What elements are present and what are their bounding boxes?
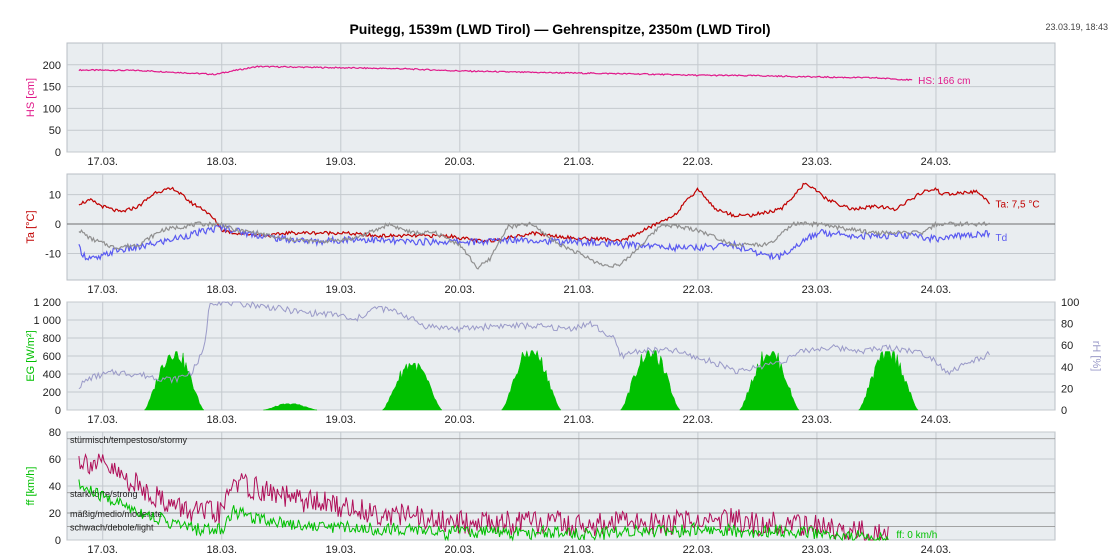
y-axis-label: Ta [°C] [25, 210, 37, 243]
x-tick-label: 24.03. [921, 544, 952, 556]
eg-day-area [263, 403, 318, 411]
rh-line [78, 301, 990, 390]
x-tick-label: 20.03. [445, 284, 476, 296]
wind-band-label: schwach/debole/light [70, 523, 154, 533]
x-tick-label: 19.03. [325, 156, 356, 168]
x-tick-label: 23.03. [802, 156, 833, 168]
x-tick-label: 18.03. [206, 284, 237, 296]
eg-day-area [381, 362, 443, 411]
timestamp: 23.03.19, 18:43 [1045, 22, 1108, 32]
y2-tick-label: 100 [1061, 297, 1079, 309]
gust-line [78, 452, 889, 541]
y2-tick-label: 40 [1061, 362, 1073, 374]
wind-band-label: stürmisch/tempestoso/stormy [70, 435, 188, 445]
td-end-label: Td [996, 233, 1008, 244]
y-axis-label: ff [km/h] [25, 467, 37, 506]
y-tick-label: 40 [49, 481, 61, 493]
y2-tick-label: 20 [1061, 383, 1073, 395]
wind-band-label: stark/forte/strong [70, 489, 138, 499]
eg-day-area [857, 351, 919, 411]
ff-end-label: ff: 0 km/h [896, 530, 937, 541]
y-axis-label: EG [W/m²] [25, 330, 37, 381]
y2-tick-label: 60 [1061, 340, 1073, 352]
panel-background [66, 42, 1056, 153]
y-tick-label: 20 [49, 508, 61, 520]
wind-band-label: mäßig/medio/moderate [70, 509, 163, 519]
chart-panels: 17.03. 18.03. 19.03. 20.03. 21.03. 22.03. 23.0… [25, 42, 1102, 556]
x-tick-label: 22.03. [683, 544, 714, 556]
panel-2: 17.03. 18.03. 19.03. 20.03. 21.03. 22.03. 23.0… [25, 173, 1056, 296]
x-tick-label: 22.03. [683, 284, 714, 296]
y-tick-label: 1 200 [33, 297, 61, 309]
eg-day-area [739, 351, 800, 411]
x-tick-label: 17.03. [87, 284, 118, 296]
y-tick-label: 100 [43, 103, 61, 115]
x-tick-label: 18.03. [206, 544, 237, 556]
x-tick-label: 18.03. [206, 414, 237, 426]
x-tick-label: 19.03. [325, 414, 356, 426]
td-line [78, 223, 991, 261]
panel-4: 17.03. 18.03. 19.03. 20.03. 21.03. 22.03. 23.0… [25, 427, 1056, 556]
ta-end-label: Ta: 7,5 °C [996, 199, 1040, 210]
y-tick-label: 60 [49, 454, 61, 466]
chart-title: Puitegg, 1539m (LWD Tirol) — Gehrenspitz… [349, 21, 770, 37]
y-tick-label: 200 [43, 387, 61, 399]
y-tick-label: 400 [43, 369, 61, 381]
x-tick-label: 24.03. [921, 414, 952, 426]
eg-day-area [500, 350, 562, 411]
y-tick-label: 1 000 [33, 315, 61, 327]
y2-tick-label: 0 [1061, 405, 1067, 417]
x-tick-label: 19.03. [325, 544, 356, 556]
x-tick-label: 21.03. [564, 544, 595, 556]
y-tick-label: 150 [43, 82, 61, 94]
y2-tick-label: 80 [1061, 319, 1073, 331]
x-tick-label: 22.03. [683, 156, 714, 168]
x-tick-label: 17.03. [87, 156, 118, 168]
x-tick-label: 21.03. [564, 156, 595, 168]
x-tick-label: 24.03. [921, 284, 952, 296]
y-tick-label: 600 [43, 351, 61, 363]
x-tick-label: 20.03. [445, 414, 476, 426]
gray-line [78, 220, 990, 270]
x-tick-label: 22.03. [683, 414, 714, 426]
hs-end-label: HS: 166 cm [918, 76, 970, 87]
y-tick-label: 10 [49, 190, 61, 202]
y-tick-label: 0 [55, 535, 61, 547]
y-tick-label: 0 [55, 219, 61, 231]
x-tick-label: 21.03. [564, 284, 595, 296]
y-tick-label: 50 [49, 125, 61, 137]
x-tick-label: 21.03. [564, 414, 595, 426]
x-tick-label: 23.03. [802, 414, 833, 426]
y2-axis-label: rH [%] [1090, 341, 1102, 372]
ff-line [78, 479, 889, 542]
y-tick-label: 200 [43, 60, 61, 72]
x-tick-label: 23.03. [802, 544, 833, 556]
panel-3: 17.03. 18.03. 19.03. 20.03. 21.03. 22.03. 23.0… [25, 297, 1102, 426]
panel-1: 17.03. 18.03. 19.03. 20.03. 21.03. 22.03. 23.0… [25, 42, 1056, 168]
eg-day-area [619, 350, 681, 411]
x-tick-label: 18.03. [206, 156, 237, 168]
y-axis-label: HS [cm] [25, 78, 37, 117]
x-tick-label: 23.03. [802, 284, 833, 296]
x-tick-label: 17.03. [87, 414, 118, 426]
y-tick-label: 0 [55, 147, 61, 159]
x-tick-label: 20.03. [445, 156, 476, 168]
x-tick-label: 17.03. [87, 544, 118, 556]
y-tick-label: -10 [45, 249, 61, 261]
x-tick-label: 20.03. [445, 544, 476, 556]
x-tick-label: 19.03. [325, 284, 356, 296]
y-tick-label: 800 [43, 333, 61, 345]
eg-day-area [143, 351, 205, 411]
x-tick-label: 24.03. [921, 156, 952, 168]
y-tick-label: 0 [55, 405, 61, 417]
hs-line [78, 65, 913, 82]
y-tick-label: 80 [49, 427, 61, 439]
